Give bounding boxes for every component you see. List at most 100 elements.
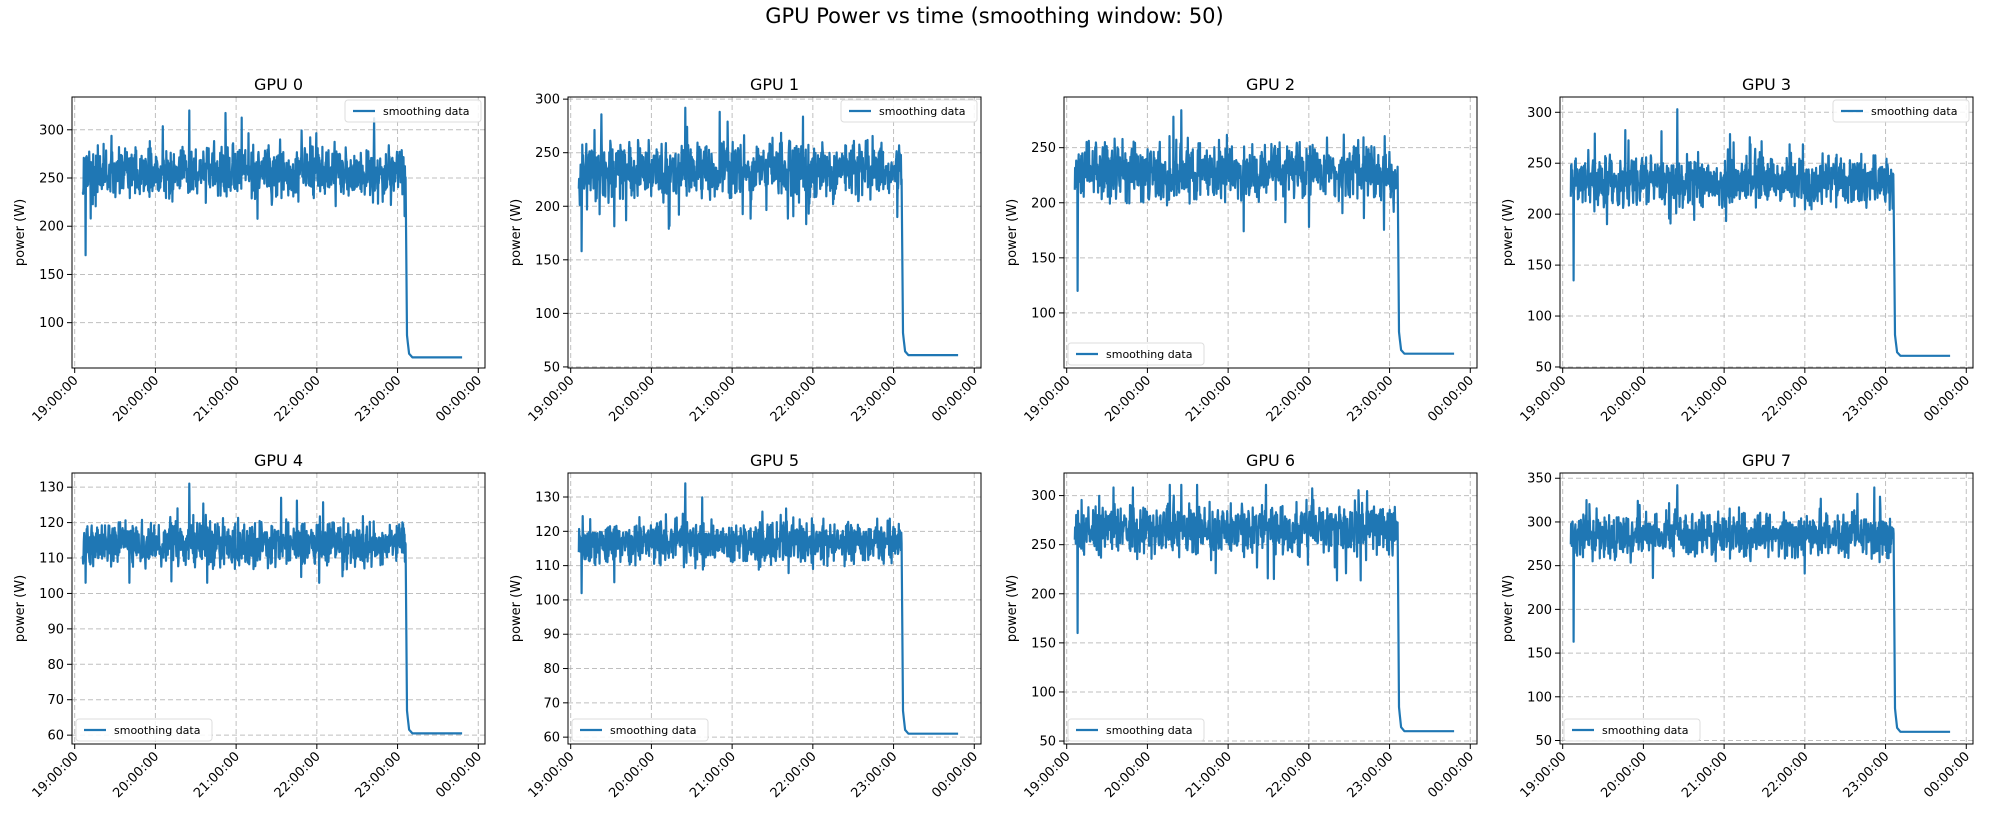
legend-label: smoothing data bbox=[610, 724, 696, 737]
x-tick-label: 20:00:00 bbox=[1102, 373, 1154, 425]
legend-box bbox=[344, 99, 482, 123]
axes-frame bbox=[71, 472, 486, 745]
x-tick-label: 22:00:00 bbox=[1264, 373, 1316, 425]
y-tick-label: 80 bbox=[543, 662, 560, 677]
series-line-smoothing-data bbox=[1569, 108, 1951, 357]
y-tick-label: 300 bbox=[1527, 515, 1552, 530]
subplot-title: GPU 3 bbox=[1742, 75, 1791, 94]
subplot-gpu-2: GPU 2 100 150 200 250 19:00:00 20:00:00 21:00:0… bbox=[1005, 75, 1478, 425]
y-tick-label: 200 bbox=[1527, 208, 1552, 223]
x-tick-label: 23:00:00 bbox=[1840, 749, 1892, 801]
x-tick-label: 20:00:00 bbox=[110, 749, 162, 801]
y-tick-label: 50 bbox=[1535, 734, 1552, 749]
y-tick-label: 200 bbox=[1031, 196, 1056, 211]
x-tick-label: 22:00:00 bbox=[1760, 373, 1812, 425]
x-tick-label: 22:00:00 bbox=[768, 373, 820, 425]
axes-frame bbox=[1063, 96, 1478, 369]
legend: smoothing data bbox=[344, 99, 482, 123]
axes-frame bbox=[71, 96, 486, 369]
x-tick-label: 19:00:00 bbox=[526, 373, 578, 425]
legend-box bbox=[1563, 718, 1701, 742]
y-tick-label: 70 bbox=[47, 693, 64, 708]
x-tick-label: 00:00:00 bbox=[1921, 749, 1973, 801]
y-tick-label: 250 bbox=[535, 146, 560, 161]
y-tick-label: 100 bbox=[39, 316, 64, 331]
y-tick-label: 130 bbox=[39, 481, 64, 496]
legend: smoothing data bbox=[1832, 99, 1970, 123]
subplot-title: GPU 0 bbox=[254, 75, 303, 94]
series-line-smoothing-data bbox=[1569, 484, 1951, 733]
legend-box bbox=[1067, 342, 1205, 366]
y-axis-label: power (W) bbox=[509, 199, 524, 266]
x-tick-label: 00:00:00 bbox=[929, 373, 981, 425]
y-tick-label: 70 bbox=[543, 696, 560, 711]
axes-frame bbox=[567, 96, 982, 369]
legend-label: smoothing data bbox=[114, 724, 200, 737]
series-line-smoothing-data bbox=[577, 482, 959, 735]
subplot-gpu-6: GPU 6 50 100 150 200 250 300 19:00:00 20:00:00 21… bbox=[1005, 451, 1478, 801]
y-tick-label: 200 bbox=[1031, 587, 1056, 602]
y-tick-label: 100 bbox=[1031, 685, 1056, 700]
y-tick-label: 150 bbox=[39, 268, 64, 283]
figure-title: GPU Power vs time (smoothing window: 50) bbox=[765, 4, 1224, 28]
subplot-gpu-3: GPU 3 50 100 150 200 250 300 19:00:00 20:00:00 21… bbox=[1501, 75, 1974, 425]
axes-frame bbox=[1063, 472, 1478, 745]
subplot-gpu-7: GPU 7 50 100 150 200 250 300 350 19:00:00 20:00:0… bbox=[1501, 451, 1974, 801]
y-tick-label: 90 bbox=[47, 622, 64, 637]
y-tick-label: 100 bbox=[39, 587, 64, 602]
y-tick-label: 80 bbox=[47, 658, 64, 673]
series-line-smoothing-data bbox=[81, 109, 463, 359]
y-tick-label: 110 bbox=[535, 559, 560, 574]
legend-box bbox=[75, 718, 213, 742]
x-tick-label: 00:00:00 bbox=[433, 373, 485, 425]
x-tick-label: 19:00:00 bbox=[30, 373, 82, 425]
subplot-title: GPU 7 bbox=[1742, 451, 1791, 470]
subplot-gpu-1: GPU 1 50 100 150 200 250 300 19:00:00 20:00:00 21… bbox=[509, 75, 982, 425]
x-tick-label: 21:00:00 bbox=[1679, 749, 1731, 801]
x-tick-label: 20:00:00 bbox=[1598, 373, 1650, 425]
y-tick-label: 250 bbox=[1527, 559, 1552, 574]
legend-label: smoothing data bbox=[383, 105, 469, 118]
x-tick-label: 23:00:00 bbox=[1344, 373, 1396, 425]
y-axis-label: power (W) bbox=[1501, 575, 1516, 642]
x-tick-label: 20:00:00 bbox=[1598, 749, 1650, 801]
legend: smoothing data bbox=[571, 718, 709, 742]
y-axis-label: power (W) bbox=[13, 575, 28, 642]
legend-label: smoothing data bbox=[1106, 348, 1192, 361]
x-tick-label: 23:00:00 bbox=[848, 749, 900, 801]
y-tick-label: 150 bbox=[1527, 647, 1552, 662]
x-tick-label: 22:00:00 bbox=[1760, 749, 1812, 801]
legend: smoothing data bbox=[75, 718, 213, 742]
legend-box bbox=[571, 718, 709, 742]
y-tick-label: 250 bbox=[1527, 157, 1552, 172]
legend-box bbox=[1832, 99, 1970, 123]
legend: smoothing data bbox=[1067, 342, 1205, 366]
x-tick-label: 20:00:00 bbox=[606, 373, 658, 425]
y-tick-label: 300 bbox=[535, 93, 560, 108]
y-tick-label: 50 bbox=[1535, 360, 1552, 375]
x-tick-label: 00:00:00 bbox=[433, 749, 485, 801]
y-tick-label: 250 bbox=[1031, 538, 1056, 553]
subplot-title: GPU 2 bbox=[1246, 75, 1295, 94]
legend: smoothing data bbox=[1067, 718, 1205, 742]
legend-label: smoothing data bbox=[1871, 105, 1957, 118]
subplot-title: GPU 4 bbox=[254, 451, 303, 470]
y-tick-label: 90 bbox=[543, 628, 560, 643]
x-tick-label: 22:00:00 bbox=[768, 749, 820, 801]
subplot-gpu-5: GPU 5 60 70 80 90 100 110 120 130 19:00:00 20:00:0… bbox=[509, 451, 982, 801]
subplot-gpu-0: GPU 0 100 150 200 250 300 19:00:00 20:00:00 21:0… bbox=[13, 75, 486, 425]
x-tick-label: 23:00:00 bbox=[352, 373, 404, 425]
x-tick-label: 19:00:00 bbox=[1022, 373, 1074, 425]
x-tick-label: 20:00:00 bbox=[1102, 749, 1154, 801]
x-tick-label: 19:00:00 bbox=[1022, 749, 1074, 801]
x-tick-label: 23:00:00 bbox=[352, 749, 404, 801]
y-tick-label: 100 bbox=[535, 307, 560, 322]
y-tick-label: 100 bbox=[1527, 310, 1552, 325]
y-tick-label: 60 bbox=[543, 731, 560, 746]
legend-label: smoothing data bbox=[1602, 724, 1688, 737]
x-tick-label: 21:00:00 bbox=[191, 749, 243, 801]
x-tick-label: 22:00:00 bbox=[272, 373, 324, 425]
y-tick-label: 150 bbox=[1031, 251, 1056, 266]
legend-label: smoothing data bbox=[879, 105, 965, 118]
